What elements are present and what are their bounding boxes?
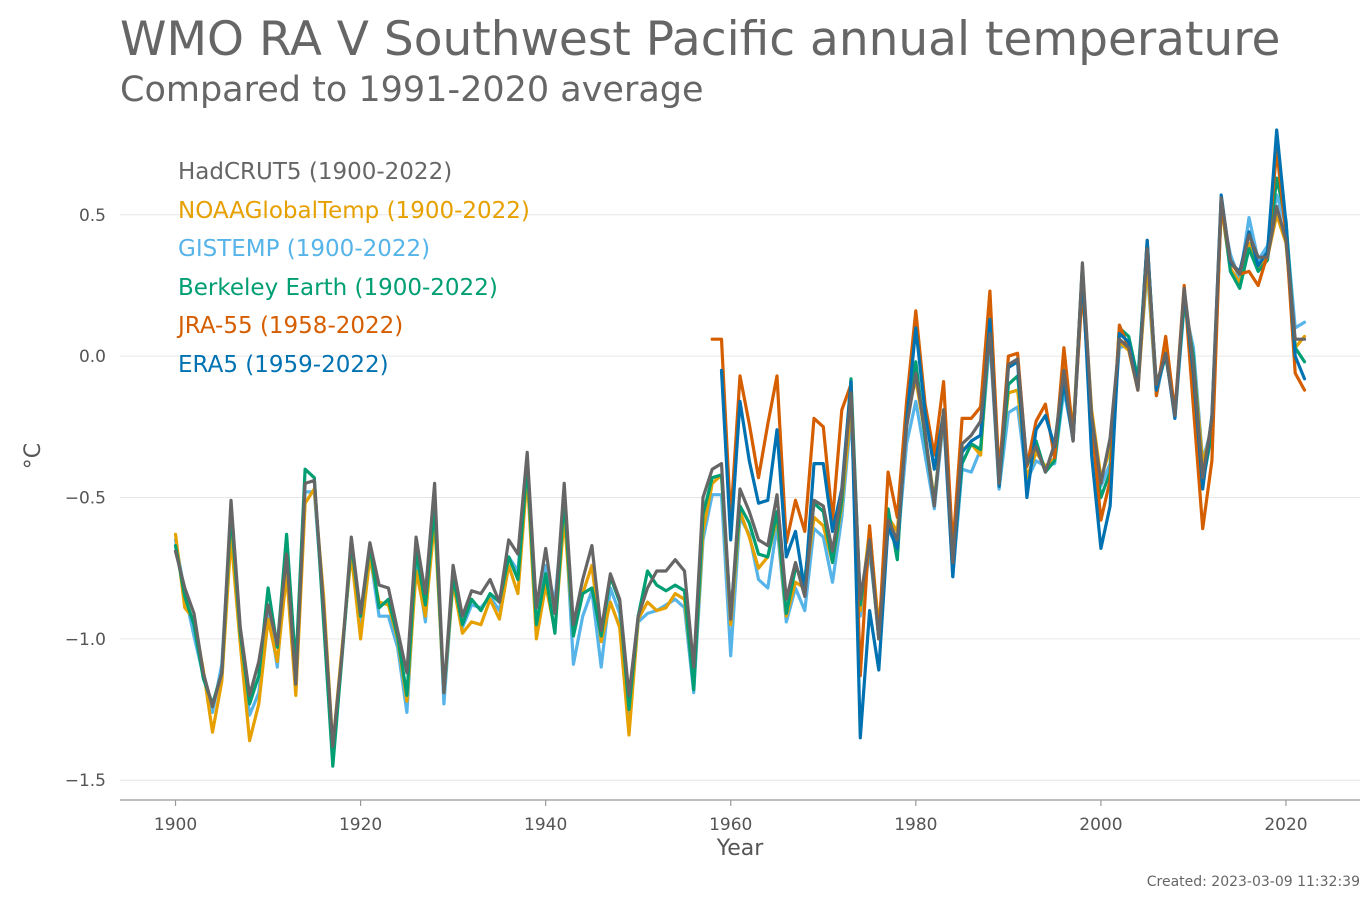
- created-timestamp: Created: 2023-03-09 11:32:39: [1146, 874, 1360, 890]
- chart-title: WMO RA V Southwest Pacific annual temper…: [120, 12, 1281, 67]
- chart-subtitle: Compared to 1991-2020 average: [120, 70, 704, 110]
- legend-entry: NOAAGlobalTemp (1900-2022): [178, 197, 530, 224]
- series-line-0: [173, 196, 1307, 748]
- y-tick-label: 0.0: [79, 347, 106, 367]
- series-lines: [173, 128, 1307, 768]
- y-tick-label: −1.0: [65, 630, 106, 650]
- legend-entry: GISTEMP (1900-2022): [178, 236, 431, 262]
- x-tick-label: 1960: [709, 815, 752, 835]
- legend-entry: ERA5 (1959-2022): [178, 351, 389, 378]
- x-tick-label: 1900: [154, 815, 197, 835]
- x-tick-label: 1920: [339, 815, 382, 835]
- legend: HadCRUT5 (1900-2022) NOAAGlobalTemp (1900…: [178, 153, 530, 384]
- x-tick-label: 1940: [524, 815, 567, 835]
- y-axis: 0.5 0.0 −0.5 −1.0 −1.5: [65, 206, 106, 791]
- y-tick-label: 0.5: [79, 206, 106, 226]
- x-tick-label: 2000: [1079, 815, 1122, 835]
- y-axis-label: °C: [21, 443, 46, 469]
- series-line-4: [710, 148, 1307, 678]
- legend-entry: HadCRUT5 (1900-2022): [178, 159, 453, 185]
- y-tick-label: −1.5: [65, 771, 106, 791]
- x-axis-label: Year: [716, 836, 765, 861]
- x-tick-label: 2020: [1264, 815, 1307, 835]
- legend-entry: JRA-55 (1958-2022): [178, 313, 404, 339]
- y-tick-label: −0.5: [65, 489, 106, 509]
- x-axis: 1900 1920 1940 1960 1980 2000 2020: [120, 799, 1360, 835]
- series-line-5: [719, 128, 1307, 740]
- x-tick-label: 1980: [894, 815, 937, 835]
- legend-entry: Berkeley Earth (1900-2022): [178, 274, 498, 301]
